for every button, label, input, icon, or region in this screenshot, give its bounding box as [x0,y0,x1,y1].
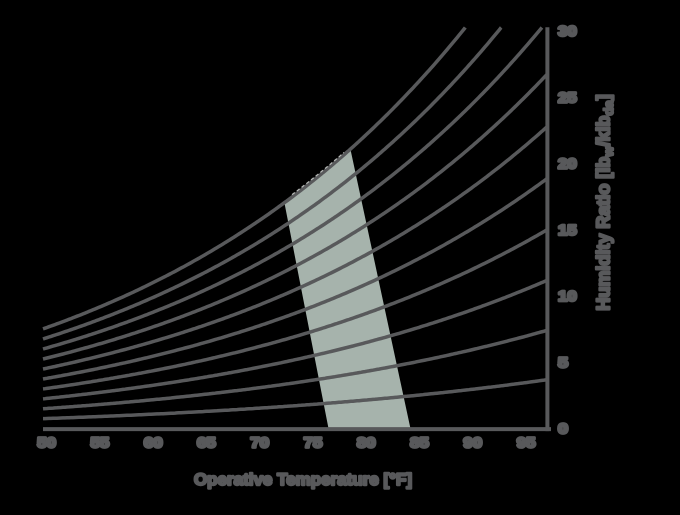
svg-text:30: 30 [558,23,577,40]
svg-text:95: 95 [517,434,536,451]
svg-text:90: 90 [463,434,482,451]
svg-text:85: 85 [410,434,429,451]
svg-text:5: 5 [558,354,568,371]
svg-text:Humidity Ratio [lbw/klbda]: Humidity Ratio [lbw/klbda] [594,94,617,310]
svg-text:0: 0 [558,421,568,438]
svg-text:80: 80 [357,434,376,451]
svg-text:70: 70 [250,434,269,451]
svg-text:15: 15 [558,222,577,239]
svg-text:50: 50 [37,434,56,451]
svg-text:55: 55 [91,434,110,451]
svg-text:10: 10 [558,288,577,305]
svg-text:65: 65 [197,434,216,451]
svg-text:25: 25 [558,89,577,106]
svg-text:60: 60 [144,434,163,451]
svg-text:75: 75 [304,434,323,451]
svg-text:Operative Temperature [°F]: Operative Temperature [°F] [194,470,412,489]
svg-text:20: 20 [558,156,577,173]
